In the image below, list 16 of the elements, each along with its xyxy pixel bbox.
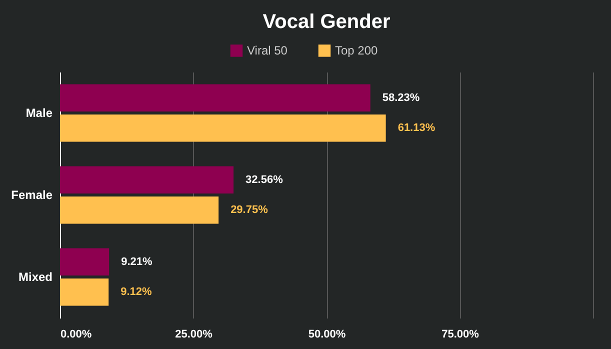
data-label: 61.13% xyxy=(398,122,436,134)
data-label: 29.75% xyxy=(230,204,268,216)
legend-label: Top 200 xyxy=(335,44,378,58)
x-tick-label: 25.00% xyxy=(175,328,213,340)
x-tick-label: 0.00% xyxy=(60,328,92,340)
data-label: 32.56% xyxy=(246,174,284,186)
y-tick-label: Mixed xyxy=(18,270,52,284)
data-label: 58.23% xyxy=(382,92,420,104)
legend-label: Viral 50 xyxy=(247,44,288,58)
y-tick-label: Female xyxy=(11,188,53,202)
x-tick-label: 50.00% xyxy=(308,328,346,340)
data-label: 9.12% xyxy=(120,286,152,298)
y-tick-label: Male xyxy=(26,106,53,120)
x-tick-label: 75.00% xyxy=(442,328,480,340)
data-label: 9.21% xyxy=(121,256,152,268)
chart-title: Vocal Gender xyxy=(262,11,390,33)
